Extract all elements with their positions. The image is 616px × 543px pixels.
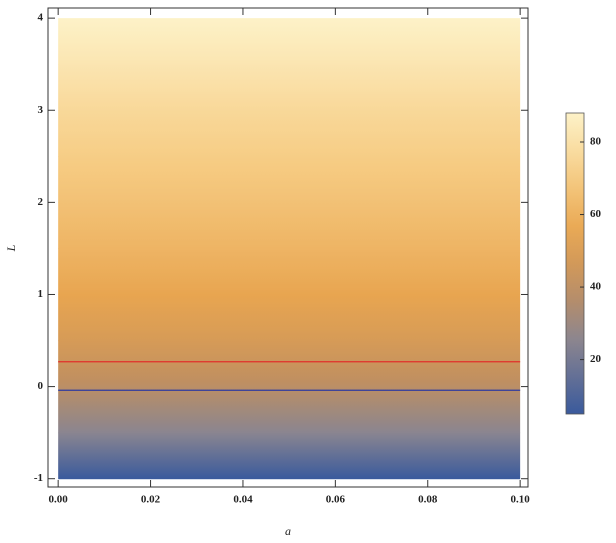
- x-tick-label: 0.06: [326, 494, 346, 506]
- y-tick-label: 1: [38, 288, 44, 300]
- y-axis-label: L: [4, 244, 18, 252]
- x-tick-label: 0.10: [511, 494, 531, 506]
- y-tick-label: 3: [38, 104, 44, 116]
- colorbar-tick-label: 40: [590, 281, 602, 293]
- density-band: [58, 340, 521, 388]
- density-band: [58, 18, 521, 65]
- y-tick-label: 2: [38, 196, 44, 208]
- colorbar-tick-label: 60: [590, 208, 602, 220]
- colorbar-tick-label: 80: [590, 136, 602, 148]
- x-axis-label: a: [285, 524, 291, 538]
- x-tick-label: 0.04: [233, 494, 253, 506]
- density-band: [58, 248, 521, 295]
- density-band: [58, 432, 521, 480]
- colorbar: [565, 112, 585, 415]
- density-band: [58, 110, 521, 157]
- x-tick-label: 0.08: [418, 494, 438, 506]
- plot-frame: [47, 7, 529, 488]
- colorbar-tick-label: 20: [590, 353, 602, 365]
- x-tick-label: 0.00: [49, 494, 69, 506]
- density-band: [58, 386, 521, 434]
- y-tick-label: 4: [38, 12, 44, 24]
- density-band: [58, 294, 521, 342]
- x-tick-label: 0.02: [141, 494, 161, 506]
- density-band: [58, 202, 521, 249]
- density-band: [58, 64, 521, 111]
- density-band: [58, 156, 521, 203]
- y-tick-label: -1: [34, 472, 43, 484]
- y-tick-label: 0: [38, 380, 44, 392]
